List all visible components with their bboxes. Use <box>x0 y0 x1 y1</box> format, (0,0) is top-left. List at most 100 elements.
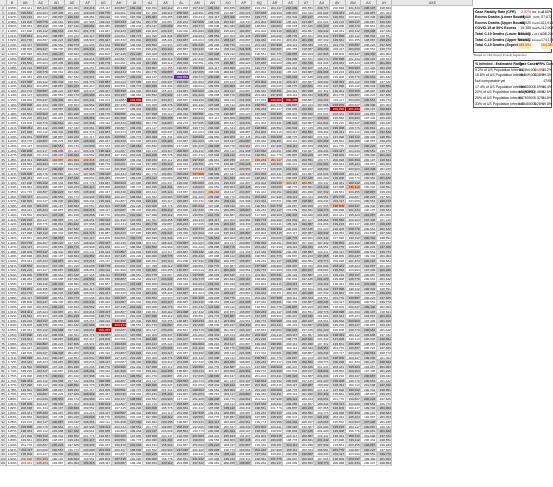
grid-cell[interactable]: 201,334 <box>345 6 362 11</box>
grid-cell[interactable]: 201,334 <box>283 15 299 20</box>
grid-cell[interactable]: 200,998 <box>330 6 346 11</box>
grid-cell[interactable]: 194,887 <box>236 29 252 34</box>
grid-cell[interactable]: 199,008 <box>18 19 34 25</box>
grid-cell[interactable]: 199,330 <box>298 10 315 16</box>
grid-cell[interactable]: 197,445 <box>49 10 65 16</box>
grid-cell[interactable]: 197,332 <box>376 29 393 34</box>
column-header[interactable]: AN <box>205 0 221 6</box>
grid-cell[interactable]: 197,332 <box>189 461 206 466</box>
grid-cell[interactable]: 199,008 <box>80 10 96 16</box>
grid-cell[interactable]: 200,455 <box>96 24 112 29</box>
column-header[interactable]: AH <box>111 0 128 6</box>
grid-cell[interactable]: 199,661 <box>80 24 96 29</box>
grid-cell[interactable]: 200,107 <box>236 24 252 29</box>
column-header[interactable]: AK <box>158 0 174 6</box>
column-header[interactable]: AL <box>174 0 190 6</box>
grid-cell[interactable]: 199,234 <box>127 24 143 29</box>
grid-cell[interactable]: 199,552 <box>267 24 284 29</box>
grid-cell[interactable]: 201,334 <box>345 461 362 466</box>
grid-cell[interactable]: 198,776 <box>345 24 362 29</box>
grid-cell[interactable]: 198,776 <box>96 10 112 16</box>
grid-cell[interactable]: 198,551 <box>64 29 81 34</box>
column-header[interactable]: AY <box>376 0 393 6</box>
grid-cell[interactable]: 201,004 <box>64 6 81 11</box>
grid-cell[interactable]: 197,445 <box>298 24 315 29</box>
grid-cell[interactable]: 200,223 <box>236 10 252 16</box>
grid-cell[interactable]: 198,551 <box>189 10 206 16</box>
grid-cell[interactable]: 200,334 <box>49 29 65 34</box>
grid-cell[interactable]: 200,887 <box>111 6 128 11</box>
grid-cell[interactable]: 198,776 <box>283 33 299 39</box>
grid-cell[interactable]: 200,447 <box>283 10 299 16</box>
grid-cell[interactable]: 201,998 <box>174 461 190 466</box>
grid-cell[interactable]: 199,432 <box>127 461 143 466</box>
grid-cell[interactable]: 203,441 <box>205 29 221 34</box>
grid-cell[interactable]: 199,008 <box>267 33 284 39</box>
grid-cell[interactable]: 201,117 <box>142 24 159 29</box>
grid-cell[interactable]: 200,334 <box>111 19 128 25</box>
grid-cell[interactable]: 203,009 <box>158 24 174 29</box>
row-number[interactable]: 7 <box>0 29 7 34</box>
grid-cell[interactable]: 203,441 <box>18 6 34 11</box>
grid-cell[interactable]: 201,220 <box>64 10 81 16</box>
grid-cell[interactable]: 198,664 <box>376 461 393 466</box>
row-number[interactable]: 5 <box>0 19 7 25</box>
grid-cell[interactable]: 199,112 <box>33 29 50 34</box>
grid-cell[interactable]: 200,112 <box>158 461 174 466</box>
grid-cell[interactable]: 194,887 <box>49 6 65 11</box>
grid-cell[interactable]: 198,451 <box>18 24 34 29</box>
row-number[interactable]: 3 <box>0 10 7 16</box>
grid-cell[interactable]: 198,664 <box>189 33 206 39</box>
grid-cell[interactable]: 198,887 <box>174 15 190 20</box>
grid-cell[interactable]: 199,234 <box>189 15 206 20</box>
grid-cell[interactable]: 198,887 <box>236 461 252 466</box>
column-header-main[interactable]: AXE <box>392 0 474 6</box>
row-header-corner[interactable] <box>0 0 7 6</box>
grid-cell[interactable]: 199,552 <box>18 10 34 16</box>
grid-cell[interactable]: 201,776 <box>142 19 159 25</box>
grid-cell[interactable]: 200,447 <box>158 29 174 34</box>
grid-cell[interactable]: 197,332 <box>189 6 206 11</box>
grid-cell[interactable]: 194,887 <box>298 19 315 25</box>
grid-cell[interactable]: 201,004 <box>376 10 393 16</box>
grid-cell[interactable]: 200,455 <box>33 33 50 39</box>
grid-cell[interactable]: 199,661 <box>142 15 159 20</box>
grid-cell[interactable]: 199,773 <box>314 6 330 11</box>
grid-cell[interactable]: 200,551 <box>236 15 252 20</box>
grid-cell[interactable]: 201,998 <box>174 6 190 11</box>
grid-cell[interactable]: 199,773 <box>252 15 268 20</box>
column-header[interactable]: AX <box>361 0 377 6</box>
grid-cell[interactable]: 200,887 <box>111 461 128 466</box>
grid-cell[interactable]: 197,998 <box>330 33 346 39</box>
grid-cell[interactable]: 198,664 <box>252 24 268 29</box>
grid-cell[interactable]: 199,432 <box>127 6 143 11</box>
grid-cell[interactable]: 201,004 <box>189 29 206 34</box>
grid-cell[interactable]: 199,234 <box>252 461 268 466</box>
grid-cell[interactable]: 201,442 <box>64 19 81 25</box>
grid-cell[interactable]: 199,661 <box>205 6 221 11</box>
grid-cell[interactable]: 201,004 <box>64 461 81 466</box>
grid-cell[interactable]: 201,998 <box>49 24 65 29</box>
row-number[interactable]: 101 <box>0 461 7 466</box>
row-number[interactable]: 2 <box>0 6 7 11</box>
grid-cell[interactable]: 199,216 <box>80 6 96 11</box>
grid-cell[interactable]: 198,909 <box>267 10 284 16</box>
grid-cell[interactable]: 194,887 <box>49 461 65 466</box>
grid-cell[interactable]: 201,220 <box>252 33 268 39</box>
grid-cell[interactable]: 201,334 <box>220 24 237 29</box>
grid-cell[interactable]: 200,107 <box>361 461 377 466</box>
column-header[interactable]: AJ <box>142 0 159 6</box>
grid-cell[interactable]: 197,332 <box>127 15 143 20</box>
column-header[interactable]: AI <box>127 0 143 6</box>
grid-cell[interactable]: 199,216 <box>267 29 284 34</box>
grid-cell[interactable]: 203,009 <box>283 461 299 466</box>
grid-cell[interactable]: 198,909 <box>142 29 159 34</box>
grid-cell[interactable]: 201,117 <box>267 6 284 11</box>
grid-cell[interactable]: 200,551 <box>174 24 190 29</box>
grid-cell[interactable]: 199,773 <box>314 461 330 466</box>
grid-cell[interactable]: 200,107 <box>298 15 315 20</box>
grid-cell[interactable]: 199,887 <box>158 19 174 25</box>
grid-cell[interactable]: 203,009 <box>96 33 112 39</box>
grid-cell[interactable]: 200,551 <box>111 33 128 39</box>
grid-cell[interactable]: 200,998 <box>205 24 221 29</box>
